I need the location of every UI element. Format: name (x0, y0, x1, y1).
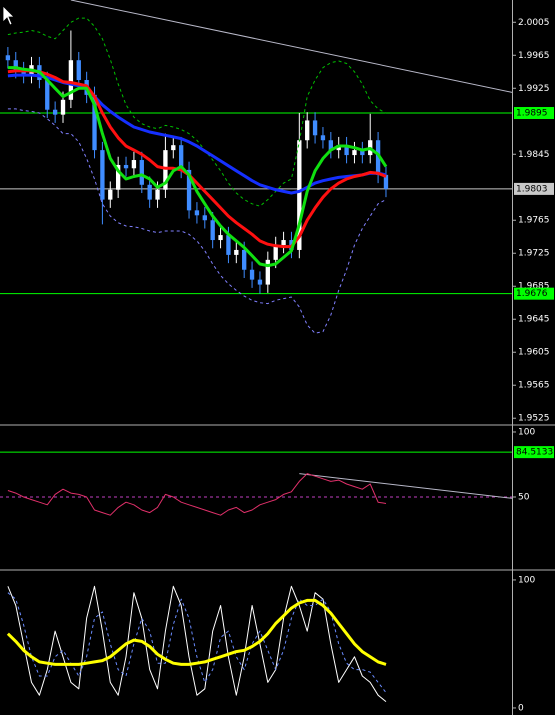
candle-body (344, 145, 349, 156)
y-tick-label: 1.9525 (518, 414, 550, 424)
series-line (7, 108, 387, 334)
candle-body (108, 189, 113, 200)
y-tick-label: 1.9605 (518, 348, 550, 358)
candle-body (194, 210, 200, 216)
series-line (7, 17, 387, 207)
series-line (7, 66, 388, 268)
candle-body (60, 99, 66, 115)
level-label-box (514, 446, 554, 459)
candle-body (210, 220, 215, 241)
y-tick-label: 1.9565 (518, 381, 550, 391)
candle-body (92, 94, 97, 151)
series-line (7, 73, 387, 195)
level-label: 84.5133 (516, 448, 553, 458)
candle-body (226, 235, 231, 255)
cursor (2, 5, 15, 26)
y-tick-label: 1.9685 (518, 282, 550, 292)
candle-body (297, 140, 302, 250)
candle-body (13, 60, 18, 71)
candle-body (242, 249, 247, 270)
candle-body (265, 259, 270, 285)
candle-body (171, 145, 176, 151)
y-tick-label: 1.9845 (518, 150, 550, 160)
candle-body (218, 235, 223, 241)
candle-body (320, 135, 326, 141)
candle-body (131, 160, 137, 169)
y-tick-label: 2.0005 (518, 18, 550, 28)
candle-body (45, 80, 50, 110)
candle-body (375, 140, 381, 175)
trend-line (299, 473, 513, 499)
candle-body (312, 120, 318, 136)
candle-body (273, 244, 278, 260)
y-tick-label: 50 (518, 493, 530, 503)
candle-body (249, 269, 255, 280)
candle-body (68, 60, 74, 100)
y-tick-label: 1.9645 (518, 315, 550, 325)
y-tick-label: 1.9765 (518, 216, 550, 226)
y-tick-label: 0 (518, 703, 524, 713)
y-tick-label: 100 (518, 427, 535, 437)
level-label: 1.9803 (516, 184, 548, 194)
candle-body (281, 240, 286, 245)
candle-body (257, 279, 263, 285)
y-tick-label: 1.9725 (518, 249, 550, 259)
level-label-box (514, 107, 554, 120)
candle-body (139, 160, 144, 185)
series-line (6, 598, 387, 666)
level-label: 1.9676 (516, 289, 548, 299)
candle-body (123, 164, 129, 169)
candle-body (352, 150, 357, 156)
candle-body (305, 120, 310, 141)
candle-body (163, 150, 168, 190)
candle-body (115, 164, 121, 190)
candle-body (383, 174, 389, 189)
y-tick-label: 1.9965 (518, 51, 550, 61)
candle-body (21, 70, 26, 76)
y-tick-label: 100 (518, 575, 535, 585)
candle-body (147, 184, 152, 200)
series-line (7, 69, 387, 249)
level-label-box (514, 287, 554, 300)
level-label-box (514, 182, 554, 195)
series-line (7, 585, 387, 702)
series-line (7, 473, 387, 516)
candle-body (179, 145, 184, 170)
candle-body (234, 249, 239, 255)
candle-body (328, 140, 333, 151)
candle-body (5, 55, 11, 61)
candle-body (186, 169, 192, 211)
candle-body (52, 109, 58, 115)
candle-body (202, 215, 207, 221)
candle-body (76, 60, 81, 81)
candle-body (155, 189, 160, 200)
candle-body (100, 150, 105, 200)
candle-body (360, 150, 365, 156)
trend-line (70, 0, 513, 93)
level-label: 1.9895 (516, 109, 548, 119)
y-tick-label: 1.9925 (518, 84, 550, 94)
